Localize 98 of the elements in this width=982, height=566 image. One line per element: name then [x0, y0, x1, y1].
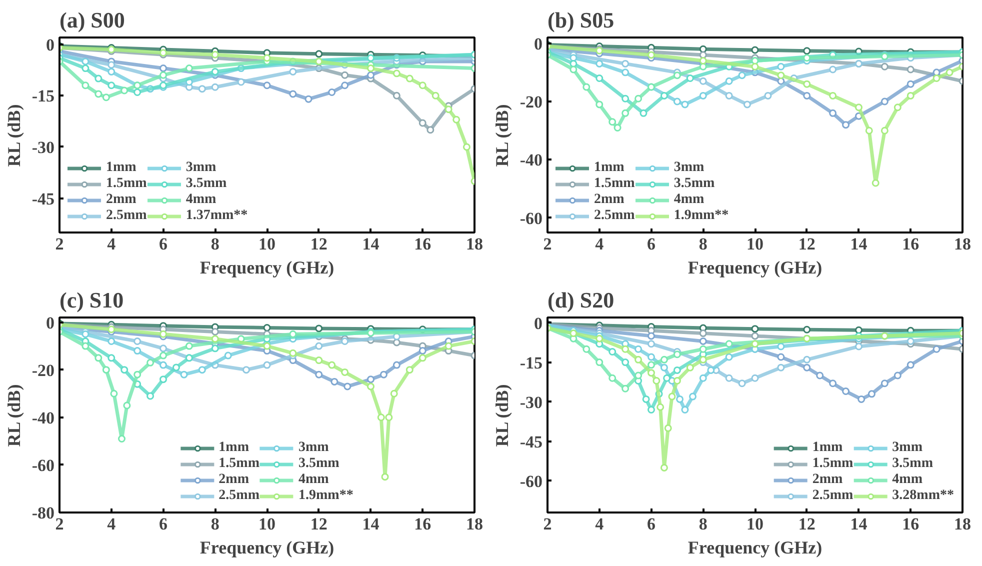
x-axis-title: Frequency (GHz): [200, 538, 334, 558]
y-tick-label: 0: [534, 314, 542, 333]
legend-label: 3mm: [298, 440, 329, 456]
legend-label: 4mm: [186, 192, 216, 208]
x-tick-label: 16: [902, 234, 920, 254]
y-tick-label: 0: [46, 313, 54, 332]
y-tick-label: -20: [520, 92, 543, 112]
legend-label: 4mm: [892, 472, 922, 488]
legend-label: 2mm: [594, 192, 624, 208]
y-tick-label: 0: [46, 35, 54, 54]
x-tick-label: 6: [159, 514, 168, 534]
legend-label: 1mm: [218, 440, 249, 456]
x-tick-label: 18: [954, 234, 971, 254]
legend-label: 1mm: [812, 440, 843, 456]
x-tick-label: 16: [414, 514, 432, 534]
x-tick-label: 8: [698, 514, 708, 534]
x-tick-label: 18: [466, 514, 483, 534]
x-axis-title: Frequency (GHz): [688, 258, 822, 278]
chart-title: (b) S05: [548, 8, 614, 32]
x-tick-label: 4: [107, 234, 116, 254]
x-tick-label: 14: [850, 514, 868, 534]
legend-label: 2.5mm: [812, 488, 854, 504]
y-axis-title: RL (dB): [492, 384, 512, 447]
x-tick-label: 8: [210, 514, 220, 534]
x-tick-label: 2: [543, 514, 552, 534]
x-tick-label: 4: [107, 514, 116, 534]
x-tick-label: 4: [595, 514, 604, 534]
y-tick-label: 0: [534, 34, 542, 54]
legend-label: 4mm: [298, 472, 329, 488]
x-tick-label: 2: [55, 514, 64, 534]
x-tick-label: 16: [414, 234, 432, 254]
legend-label: 1.5mm: [812, 456, 854, 472]
legend-label: 1mm: [594, 160, 624, 176]
y-tick-label: -60: [520, 472, 543, 491]
x-axis-title: Frequency (GHz): [688, 538, 822, 558]
legend-label: 2mm: [812, 472, 843, 488]
x-tick-label: 12: [798, 234, 816, 254]
y-tick-label: -20: [32, 360, 55, 380]
legend-label: 2mm: [106, 192, 136, 208]
y-tick-label: -45: [520, 432, 543, 452]
x-tick-label: 10: [746, 514, 764, 534]
legend-label: 2.5mm: [106, 208, 147, 224]
legend-label: 1.5mm: [106, 176, 147, 192]
legend-label: 3.5mm: [298, 456, 340, 472]
x-tick-label: 6: [159, 234, 168, 254]
x-tick-label: 6: [647, 234, 656, 254]
legend-label: 3mm: [674, 160, 704, 176]
y-tick-label: -15: [520, 353, 543, 372]
y-axis-title: RL (dB): [4, 104, 24, 167]
y-tick-label: -30: [520, 392, 543, 412]
legend-label: 3.5mm: [892, 456, 933, 472]
legend-label: 3.28mm**: [892, 488, 954, 504]
legend-label: 1.9mm**: [674, 208, 729, 224]
legend-label: 1.5mm: [218, 456, 260, 472]
x-tick-label: 10: [258, 234, 276, 254]
legend-label: 3mm: [186, 160, 216, 176]
legend-label: 1.9mm**: [298, 488, 354, 504]
chart-title: (a) S00: [60, 8, 125, 32]
chart-title: (c) S10: [60, 288, 124, 312]
y-axis-title: RL (dB): [4, 384, 24, 447]
y-tick-label: -45: [32, 189, 55, 208]
x-tick-label: 14: [362, 514, 380, 534]
y-tick-label: -60: [32, 456, 55, 475]
x-tick-label: 8: [210, 234, 220, 254]
x-tick-label: 16: [902, 514, 920, 534]
legend-label: 3.5mm: [186, 176, 227, 192]
legend-label: 4mm: [674, 192, 704, 208]
legend-label: 3.5mm: [674, 176, 715, 192]
y-tick-label: -40: [32, 408, 55, 428]
legend-label: 1.5mm: [594, 176, 635, 192]
x-tick-label: 18: [954, 514, 971, 534]
x-tick-label: 12: [310, 514, 328, 534]
x-tick-label: 14: [362, 234, 380, 254]
x-tick-label: 4: [595, 234, 604, 254]
x-tick-label: 8: [698, 234, 708, 254]
chart-title: (d) S20: [548, 288, 614, 312]
legend-label: 1mm: [106, 160, 136, 176]
y-axis-title: RL (dB): [492, 104, 512, 167]
y-tick-label: -30: [32, 138, 55, 157]
x-tick-label: 10: [746, 234, 764, 254]
x-tick-label: 2: [543, 234, 552, 254]
x-tick-label: 18: [466, 234, 483, 254]
x-tick-label: 12: [798, 514, 816, 534]
x-tick-label: 10: [258, 514, 276, 534]
legend-label: 1.37mm**: [186, 208, 248, 224]
legend-label: 2.5mm: [218, 488, 260, 504]
x-tick-label: 2: [55, 234, 64, 254]
x-tick-label: 12: [310, 234, 328, 254]
x-tick-label: 14: [850, 234, 868, 254]
x-tick-label: 6: [647, 514, 656, 534]
y-tick-label: -40: [520, 150, 543, 170]
y-tick-label: -15: [32, 86, 55, 106]
y-tick-label: -80: [32, 504, 55, 522]
y-tick-label: -60: [520, 208, 543, 228]
legend-label: 2mm: [218, 472, 249, 488]
legend-label: 2.5mm: [594, 208, 635, 224]
legend-label: 3mm: [892, 440, 922, 456]
x-axis-title: Frequency (GHz): [200, 258, 334, 278]
